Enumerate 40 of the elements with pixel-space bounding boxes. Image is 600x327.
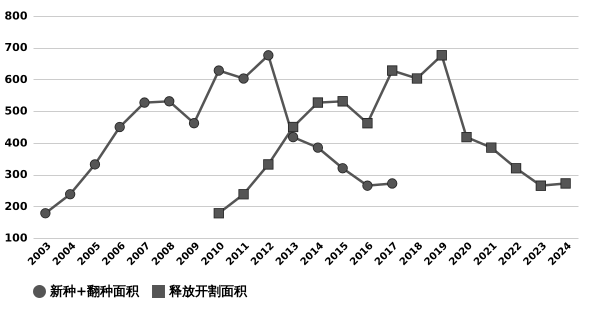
point <box>164 96 174 106</box>
y-tick-label: 400 <box>4 136 28 150</box>
point <box>560 178 571 189</box>
y-tick-label: 700 <box>4 41 28 54</box>
y-tick-label: 500 <box>4 104 28 118</box>
point <box>40 208 51 218</box>
point <box>214 65 224 76</box>
point <box>288 132 298 142</box>
y-tick-label: 100 <box>4 232 28 244</box>
y-tick-label: 200 <box>4 200 28 213</box>
point <box>510 163 522 174</box>
legend-label: 新种+翻种面积 <box>49 284 140 300</box>
point <box>263 50 274 60</box>
point <box>90 159 100 170</box>
y-tick-label: 800 <box>4 10 28 22</box>
y-tick-label: 600 <box>4 72 28 86</box>
point <box>65 189 76 200</box>
point <box>387 178 398 189</box>
point <box>238 73 249 84</box>
point <box>188 118 200 128</box>
point <box>288 122 298 132</box>
point <box>238 189 249 200</box>
legend-label: 释放开割面积 <box>168 284 248 300</box>
point <box>362 118 373 128</box>
point <box>461 132 472 142</box>
point <box>362 180 373 191</box>
point <box>412 73 422 84</box>
point <box>312 142 324 153</box>
y-tick-label: 300 <box>4 168 28 182</box>
point <box>338 96 348 106</box>
point <box>338 163 348 174</box>
point <box>486 142 496 153</box>
point <box>312 97 324 108</box>
point <box>436 50 447 60</box>
point <box>387 65 398 76</box>
point <box>263 159 274 170</box>
point <box>139 97 150 108</box>
point <box>214 208 224 218</box>
point <box>536 180 546 191</box>
point <box>114 122 125 132</box>
